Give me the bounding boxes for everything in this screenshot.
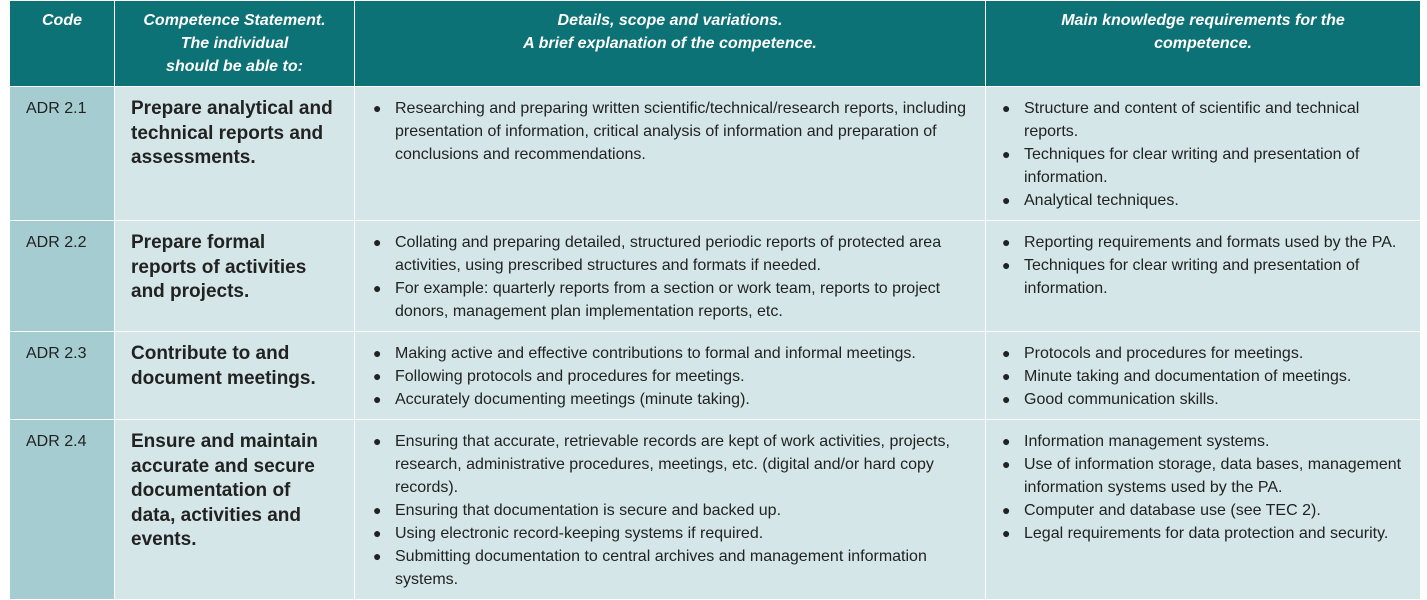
knowledge-list: Structure and content of scientific and … <box>1000 97 1412 212</box>
table-row: ADR 2.1 Prepare analytical and technical … <box>9 86 1421 221</box>
bullet-item: For example: quarterly reports from a se… <box>371 277 967 323</box>
bullet-item: Good communication skills. <box>1000 388 1412 411</box>
bullet-item: Using electronic record-keeping systems … <box>371 522 967 545</box>
bullet-item: Techniques for clear writing and present… <box>1000 143 1412 189</box>
competence-table: Code Competence Statement. The individual s… <box>9 0 1421 600</box>
header-line: Code <box>42 12 82 29</box>
header-cell: Details, scope and variations. A brief ex… <box>354 0 986 87</box>
details-cell: Making active and effective contribution… <box>354 331 986 420</box>
header-line: Competence Statement. <box>143 12 326 29</box>
code-cell: ADR 2.2 <box>9 220 115 332</box>
bullet-item: Information management systems. <box>1000 430 1412 453</box>
header-line: Details, scope and variations. <box>557 12 783 29</box>
code-cell: ADR 2.3 <box>9 331 115 420</box>
bullet-item: Protocols and procedures for meetings. <box>1000 342 1412 365</box>
header-cell: Code <box>9 0 115 87</box>
details-list: Researching and preparing written scient… <box>371 97 967 166</box>
table-body: ADR 2.1 Prepare analytical and technical … <box>9 86 1421 600</box>
statement-cell: Contribute to and document meetings. <box>114 331 355 420</box>
header-row: Code Competence Statement. The individual s… <box>9 0 1421 87</box>
code-cell: ADR 2.4 <box>9 419 115 600</box>
statement-cell: Ensure and maintain accurate and secure … <box>114 419 355 600</box>
knowledge-list: Reporting requirements and formats used … <box>1000 231 1412 300</box>
header-cell: Main knowledge requirements for the compe… <box>985 0 1421 87</box>
header-line: The individual <box>180 35 289 52</box>
bullet-item: Researching and preparing written scient… <box>371 97 967 166</box>
code-cell: ADR 2.1 <box>9 86 115 221</box>
header-line: should be able to: <box>166 58 303 75</box>
bullet-item: Ensuring that documentation is secure an… <box>371 499 967 522</box>
knowledge-cell: Structure and content of scientific and … <box>985 86 1421 221</box>
details-list: Collating and preparing detailed, struct… <box>371 231 967 323</box>
bullet-item: Following protocols and procedures for m… <box>371 365 967 388</box>
bullet-item: Techniques for clear writing and present… <box>1000 254 1412 300</box>
bullet-item: Accurately documenting meetings (minute … <box>371 388 967 411</box>
table-row: ADR 2.4 Ensure and maintain accurate and … <box>9 419 1421 600</box>
header-line: A brief explanation of the competence. <box>523 35 817 52</box>
bullet-item: Making active and effective contribution… <box>371 342 967 365</box>
header-cell: Competence Statement. The individual shoul… <box>114 0 355 87</box>
header-line: competence. <box>1154 35 1252 52</box>
knowledge-list: Protocols and procedures for meetings.Mi… <box>1000 342 1412 411</box>
bullet-item: Use of information storage, data bases, … <box>1000 453 1412 499</box>
knowledge-cell: Protocols and procedures for meetings.Mi… <box>985 331 1421 420</box>
knowledge-list: Information management systems.Use of in… <box>1000 430 1412 545</box>
details-cell: Researching and preparing written scient… <box>354 86 986 221</box>
details-cell: Collating and preparing detailed, struct… <box>354 220 986 332</box>
bullet-item: Structure and content of scientific and … <box>1000 97 1412 143</box>
details-list: Making active and effective contribution… <box>371 342 967 411</box>
table-row: ADR 2.2 Prepare formal reports of activit… <box>9 220 1421 332</box>
header-line: Main knowledge requirements for the <box>1061 12 1345 29</box>
bullet-item: Computer and database use (see TEC 2). <box>1000 499 1412 522</box>
table-row: ADR 2.3 Contribute to and document meetin… <box>9 331 1421 420</box>
details-cell: Ensuring that accurate, retrievable reco… <box>354 419 986 600</box>
bullet-item: Ensuring that accurate, retrievable reco… <box>371 430 967 499</box>
bullet-item: Submitting documentation to central arch… <box>371 545 967 591</box>
statement-cell: Prepare formal reports of activities and… <box>114 220 355 332</box>
bullet-item: Reporting requirements and formats used … <box>1000 231 1412 254</box>
bullet-item: Collating and preparing detailed, struct… <box>371 231 967 277</box>
bullet-item: Minute taking and documentation of meeti… <box>1000 365 1412 388</box>
bullet-item: Legal requirements for data protection a… <box>1000 522 1412 545</box>
knowledge-cell: Information management systems.Use of in… <box>985 419 1421 600</box>
bullet-item: Analytical techniques. <box>1000 189 1412 212</box>
knowledge-cell: Reporting requirements and formats used … <box>985 220 1421 332</box>
statement-cell: Prepare analytical and technical reports… <box>114 86 355 221</box>
details-list: Ensuring that accurate, retrievable reco… <box>371 430 967 591</box>
